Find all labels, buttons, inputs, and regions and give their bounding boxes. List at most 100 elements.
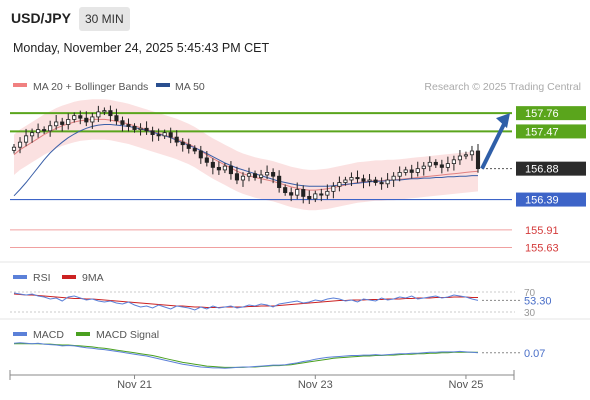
candle-bullish [403, 169, 408, 173]
candle-bullish [421, 165, 426, 170]
x-tick-label: Nov 25 [449, 379, 484, 391]
chart-datetime: Monday, November 24, 2025 5:45:43 PM CET [13, 41, 270, 55]
chart-header: USD/JPY 30 MIN [0, 0, 590, 36]
resistance-label-box [516, 106, 586, 121]
candle-bearish [252, 173, 258, 178]
candle-bullish [331, 185, 336, 192]
macd-signal-legend-label: MACD Signal [96, 329, 159, 341]
candle-bullish [11, 146, 17, 151]
timeframe-badge[interactable]: 30 MIN [79, 7, 130, 31]
ma50-line [13, 124, 478, 197]
candle-bearish [301, 189, 306, 197]
macd-legend-label: MACD [33, 329, 64, 341]
candle-bearish [319, 193, 324, 196]
candle-bearish [216, 166, 221, 171]
candle-bearish [126, 124, 131, 127]
candle-bullish [48, 125, 53, 132]
candle-bearish [204, 157, 209, 163]
ma20-legend-label: MA 20 + Bollinger Bands [33, 81, 148, 93]
candle-bullish [102, 110, 107, 113]
candle-bearish [42, 129, 47, 132]
candle-bearish [409, 169, 414, 173]
candle-bullish [138, 127, 143, 130]
candle-bearish [78, 115, 83, 119]
candle-bearish [210, 161, 215, 168]
candle-bearish [120, 120, 125, 125]
ma50-legend-label: MA 50 [175, 81, 205, 93]
candle-bearish [114, 115, 119, 122]
candle-bullish [337, 182, 342, 187]
rsi-tick-label: 30 [524, 308, 536, 319]
candle-bearish [156, 134, 161, 137]
candle-bullish [54, 121, 59, 127]
candle-bearish [307, 195, 312, 200]
candle-bullish [457, 155, 462, 161]
resistance-label-box [516, 124, 586, 139]
macd-line [13, 342, 479, 369]
candle-bearish [144, 127, 149, 132]
ma50-legend-swatch [156, 83, 170, 87]
candle-bullish [463, 154, 469, 157]
candle-bearish [108, 110, 113, 117]
candle-bullish [295, 189, 300, 196]
candle-bullish [72, 115, 77, 120]
candle-bullish [17, 141, 23, 148]
current-price-label: 156.88 [525, 164, 559, 176]
symbol-title: USD/JPY [11, 10, 71, 26]
rsi-ma-legend-swatch [62, 275, 76, 279]
credit-text: Research © 2025 Trading Central [424, 81, 581, 93]
candle-bearish [132, 125, 137, 130]
candle-bearish [60, 121, 65, 125]
candle-bullish [240, 175, 246, 181]
rsi-ma-legend-label: 9MA [82, 272, 104, 284]
candle-bullish [445, 163, 450, 168]
candle-bearish [84, 117, 89, 123]
candle-bullish [246, 173, 252, 177]
resistance-label: 157.76 [525, 108, 559, 120]
candle-bullish [391, 175, 396, 181]
candle-bearish [198, 150, 203, 159]
macd-panel: 0.07 [13, 342, 545, 369]
candle-bearish [289, 192, 294, 196]
candle-bearish [192, 148, 197, 152]
candle-bullish [469, 150, 475, 156]
candle-bullish [30, 132, 35, 137]
forecast-arrow-head [496, 113, 510, 129]
candle-bullish [90, 116, 95, 123]
candle-bullish [259, 174, 264, 178]
candle-bearish [475, 150, 481, 170]
rsi-tick-label: 70 [524, 288, 536, 299]
candle-bearish [277, 175, 282, 188]
rsi-legend: RSI 9MA [13, 272, 104, 284]
candle-bullish [162, 132, 167, 137]
candle-bearish [168, 132, 173, 138]
candle-bullish [397, 172, 402, 177]
bollinger-band [14, 99, 478, 211]
forecast-arrow-shaft [480, 121, 507, 170]
minor-level-label: 155.91 [525, 225, 559, 237]
x-axis: Nov 21 Nov 23 Nov 25 [9, 370, 515, 391]
candle-bullish [451, 159, 456, 164]
candle-bullish [343, 179, 348, 183]
candle-bullish [222, 165, 227, 171]
candle-bearish [180, 141, 185, 146]
current-price-box [516, 161, 586, 176]
candle-bearish [271, 172, 276, 177]
candle-bearish [234, 173, 240, 181]
rsi-line [13, 292, 479, 311]
candle-bearish [150, 130, 155, 135]
candle-bullish [313, 193, 318, 200]
macd-legend-swatch [13, 332, 27, 336]
rsi-legend-label: RSI [33, 272, 51, 284]
price-panel: 157.76 157.47 156.88 156.39 155.91 155.63 [10, 99, 586, 254]
x-tick-label: Nov 23 [298, 379, 333, 391]
candle-bearish [433, 161, 438, 166]
candle-bearish [361, 178, 366, 182]
candle-bearish [186, 144, 191, 149]
price-legend: MA 20 + Bollinger Bands MA 50 Research ©… [13, 81, 581, 93]
macd-last-value: 0.07 [524, 348, 545, 360]
rsi-last-value: 53.30 [524, 295, 552, 307]
candle-bullish [427, 161, 432, 167]
